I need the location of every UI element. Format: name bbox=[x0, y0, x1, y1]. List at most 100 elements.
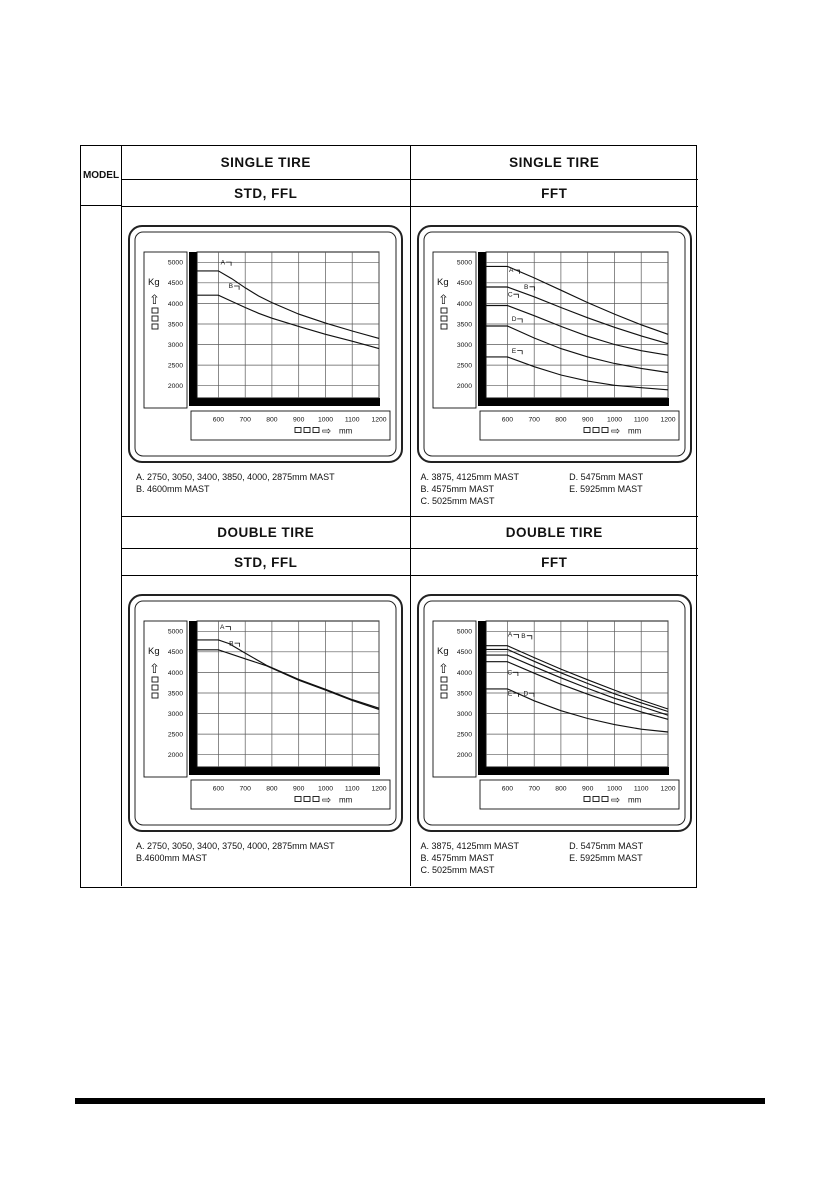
footnote-line: A. 3875, 4125mm MAST bbox=[420, 841, 520, 851]
svg-text:700: 700 bbox=[240, 417, 252, 424]
svg-text:A: A bbox=[508, 632, 513, 639]
svg-text:D: D bbox=[511, 316, 516, 323]
svg-text:4000: 4000 bbox=[168, 670, 183, 677]
quadrant-double-std-ffl: Kg ⇧ 5000 4500 4000 3500 3000 2500 2000 A B 600 700 8… bbox=[121, 575, 410, 886]
svg-text:mm: mm bbox=[339, 427, 353, 436]
subheader-fft-top: FFT bbox=[409, 179, 698, 206]
header-title: DOUBLE TIRE bbox=[217, 525, 315, 540]
svg-text:B: B bbox=[524, 284, 529, 291]
chart-panel: Kg ⇧ 5000 4500 4000 3500 3000 2500 2000 A B C E D 600 7… bbox=[416, 593, 693, 833]
quadrant-single-fft: Kg ⇧ 5000 4500 4000 3500 3000 2500 2000 A B C D E 600 7… bbox=[409, 206, 699, 516]
svg-text:3500: 3500 bbox=[168, 690, 183, 697]
svg-text:600: 600 bbox=[213, 417, 225, 424]
header-subtitle: FFT bbox=[541, 554, 568, 570]
svg-text:A: A bbox=[221, 259, 226, 266]
quadrant-double-fft: Kg ⇧ 5000 4500 4000 3500 3000 2500 2000 A B C E D 600 7… bbox=[409, 575, 699, 886]
footnote-line: A. 3875, 4125mm MAST bbox=[420, 472, 520, 482]
capacity-chart-single-fft: Kg ⇧ 5000 4500 4000 3500 3000 2500 2000 A B C D E 600 7… bbox=[416, 225, 692, 463]
svg-text:4500: 4500 bbox=[168, 280, 183, 287]
svg-text:Kg: Kg bbox=[437, 646, 449, 657]
mast-footnote: A. 3875, 4125mm MAST B. 4575mm MAST C. 5… bbox=[411, 840, 699, 876]
svg-text:600: 600 bbox=[213, 786, 225, 793]
header-subtitle: STD, FFL bbox=[234, 554, 298, 570]
svg-text:1100: 1100 bbox=[345, 786, 360, 793]
capacity-chart-single-std-ffl: Kg ⇧ 5000 4500 4000 3500 3000 2500 2000 A B 600 700 8… bbox=[128, 225, 404, 463]
svg-text:mm: mm bbox=[628, 427, 642, 436]
svg-text:A: A bbox=[509, 267, 514, 274]
header-single-tire-left: SINGLE TIRE bbox=[121, 146, 410, 179]
svg-text:1000: 1000 bbox=[318, 417, 333, 424]
svg-text:3500: 3500 bbox=[168, 321, 183, 328]
svg-text:⇨: ⇨ bbox=[322, 426, 331, 438]
svg-text:700: 700 bbox=[528, 417, 540, 424]
svg-text:2500: 2500 bbox=[457, 363, 472, 370]
svg-text:1000: 1000 bbox=[607, 417, 622, 424]
svg-text:4500: 4500 bbox=[168, 649, 183, 656]
footnote-line: B.4600mm MAST bbox=[136, 853, 208, 863]
svg-text:3500: 3500 bbox=[457, 321, 472, 328]
svg-text:700: 700 bbox=[528, 786, 540, 793]
svg-text:1100: 1100 bbox=[345, 417, 360, 424]
svg-text:1200: 1200 bbox=[660, 786, 675, 793]
svg-text:⇨: ⇨ bbox=[611, 795, 620, 807]
svg-text:B: B bbox=[521, 633, 526, 640]
svg-text:5000: 5000 bbox=[168, 629, 183, 636]
footnote-line: A. 2750, 3050, 3400, 3750, 4000, 2875mm … bbox=[136, 841, 335, 851]
svg-text:1100: 1100 bbox=[634, 417, 649, 424]
svg-text:5000: 5000 bbox=[168, 260, 183, 267]
header-subtitle: FFT bbox=[541, 185, 568, 201]
svg-text:800: 800 bbox=[555, 786, 567, 793]
subheader-std-ffl-bottom: STD, FFL bbox=[121, 548, 410, 575]
footnote-line: D. 5475mm MAST bbox=[569, 841, 644, 851]
header-title: SINGLE TIRE bbox=[220, 155, 311, 170]
footnote-line: C. 5025mm MAST bbox=[420, 496, 495, 506]
svg-text:3000: 3000 bbox=[168, 342, 183, 349]
svg-text:2000: 2000 bbox=[168, 383, 183, 390]
svg-text:E: E bbox=[508, 690, 513, 697]
svg-text:900: 900 bbox=[582, 786, 594, 793]
svg-text:4500: 4500 bbox=[457, 649, 472, 656]
svg-text:900: 900 bbox=[293, 417, 305, 424]
quadrant-single-std-ffl: Kg ⇧ 5000 4500 4000 3500 3000 2500 2000 A B 600 700 8… bbox=[121, 206, 410, 516]
subheader-std-ffl-top: STD, FFL bbox=[121, 179, 410, 206]
svg-text:Kg: Kg bbox=[148, 646, 160, 657]
footer-rule bbox=[75, 1098, 765, 1104]
svg-text:4000: 4000 bbox=[168, 301, 183, 308]
svg-text:mm: mm bbox=[628, 796, 642, 805]
footnote-line: B. 4575mm MAST bbox=[420, 484, 495, 494]
capacity-chart-double-fft: Kg ⇧ 5000 4500 4000 3500 3000 2500 2000 A B C E D 600 7… bbox=[416, 594, 692, 832]
mast-footnote: A. 2750, 3050, 3400, 3850, 4000, 2875mm … bbox=[122, 471, 410, 495]
footnote-line: B. 4600mm MAST bbox=[136, 484, 210, 494]
svg-text:800: 800 bbox=[555, 417, 567, 424]
svg-text:1200: 1200 bbox=[660, 417, 675, 424]
svg-text:700: 700 bbox=[240, 786, 252, 793]
svg-text:1000: 1000 bbox=[607, 786, 622, 793]
svg-text:⇧: ⇧ bbox=[149, 661, 160, 676]
svg-text:mm: mm bbox=[339, 796, 353, 805]
svg-text:⇨: ⇨ bbox=[611, 426, 620, 438]
svg-text:4000: 4000 bbox=[457, 670, 472, 677]
footnote-line: D. 5475mm MAST bbox=[569, 472, 644, 482]
svg-text:⇧: ⇧ bbox=[438, 292, 449, 307]
svg-text:5000: 5000 bbox=[457, 260, 472, 267]
svg-text:3500: 3500 bbox=[457, 690, 472, 697]
header-title: DOUBLE TIRE bbox=[505, 525, 603, 540]
capacity-table: MODEL SINGLE TIRE SINGLE TIRE STD, FFL F… bbox=[80, 145, 699, 888]
svg-text:900: 900 bbox=[293, 786, 305, 793]
svg-text:2500: 2500 bbox=[457, 732, 472, 739]
svg-text:C: C bbox=[508, 291, 513, 298]
footnote-line: C. 5025mm MAST bbox=[420, 865, 495, 875]
header-subtitle: STD, FFL bbox=[234, 185, 298, 201]
chart-panel: Kg ⇧ 5000 4500 4000 3500 3000 2500 2000 A B 600 700 8… bbox=[127, 593, 404, 833]
svg-text:A: A bbox=[220, 624, 225, 631]
svg-text:Kg: Kg bbox=[437, 277, 449, 288]
svg-text:1200: 1200 bbox=[372, 786, 387, 793]
svg-text:B: B bbox=[229, 640, 234, 647]
header-double-tire-right: DOUBLE TIRE bbox=[409, 516, 698, 548]
svg-text:1200: 1200 bbox=[372, 417, 387, 424]
header-title: SINGLE TIRE bbox=[509, 155, 600, 170]
header-single-tire-right: SINGLE TIRE bbox=[409, 146, 699, 179]
svg-text:D: D bbox=[523, 690, 528, 697]
mast-footnote: A. 3875, 4125mm MAST B. 4575mm MAST C. 5… bbox=[411, 471, 699, 507]
